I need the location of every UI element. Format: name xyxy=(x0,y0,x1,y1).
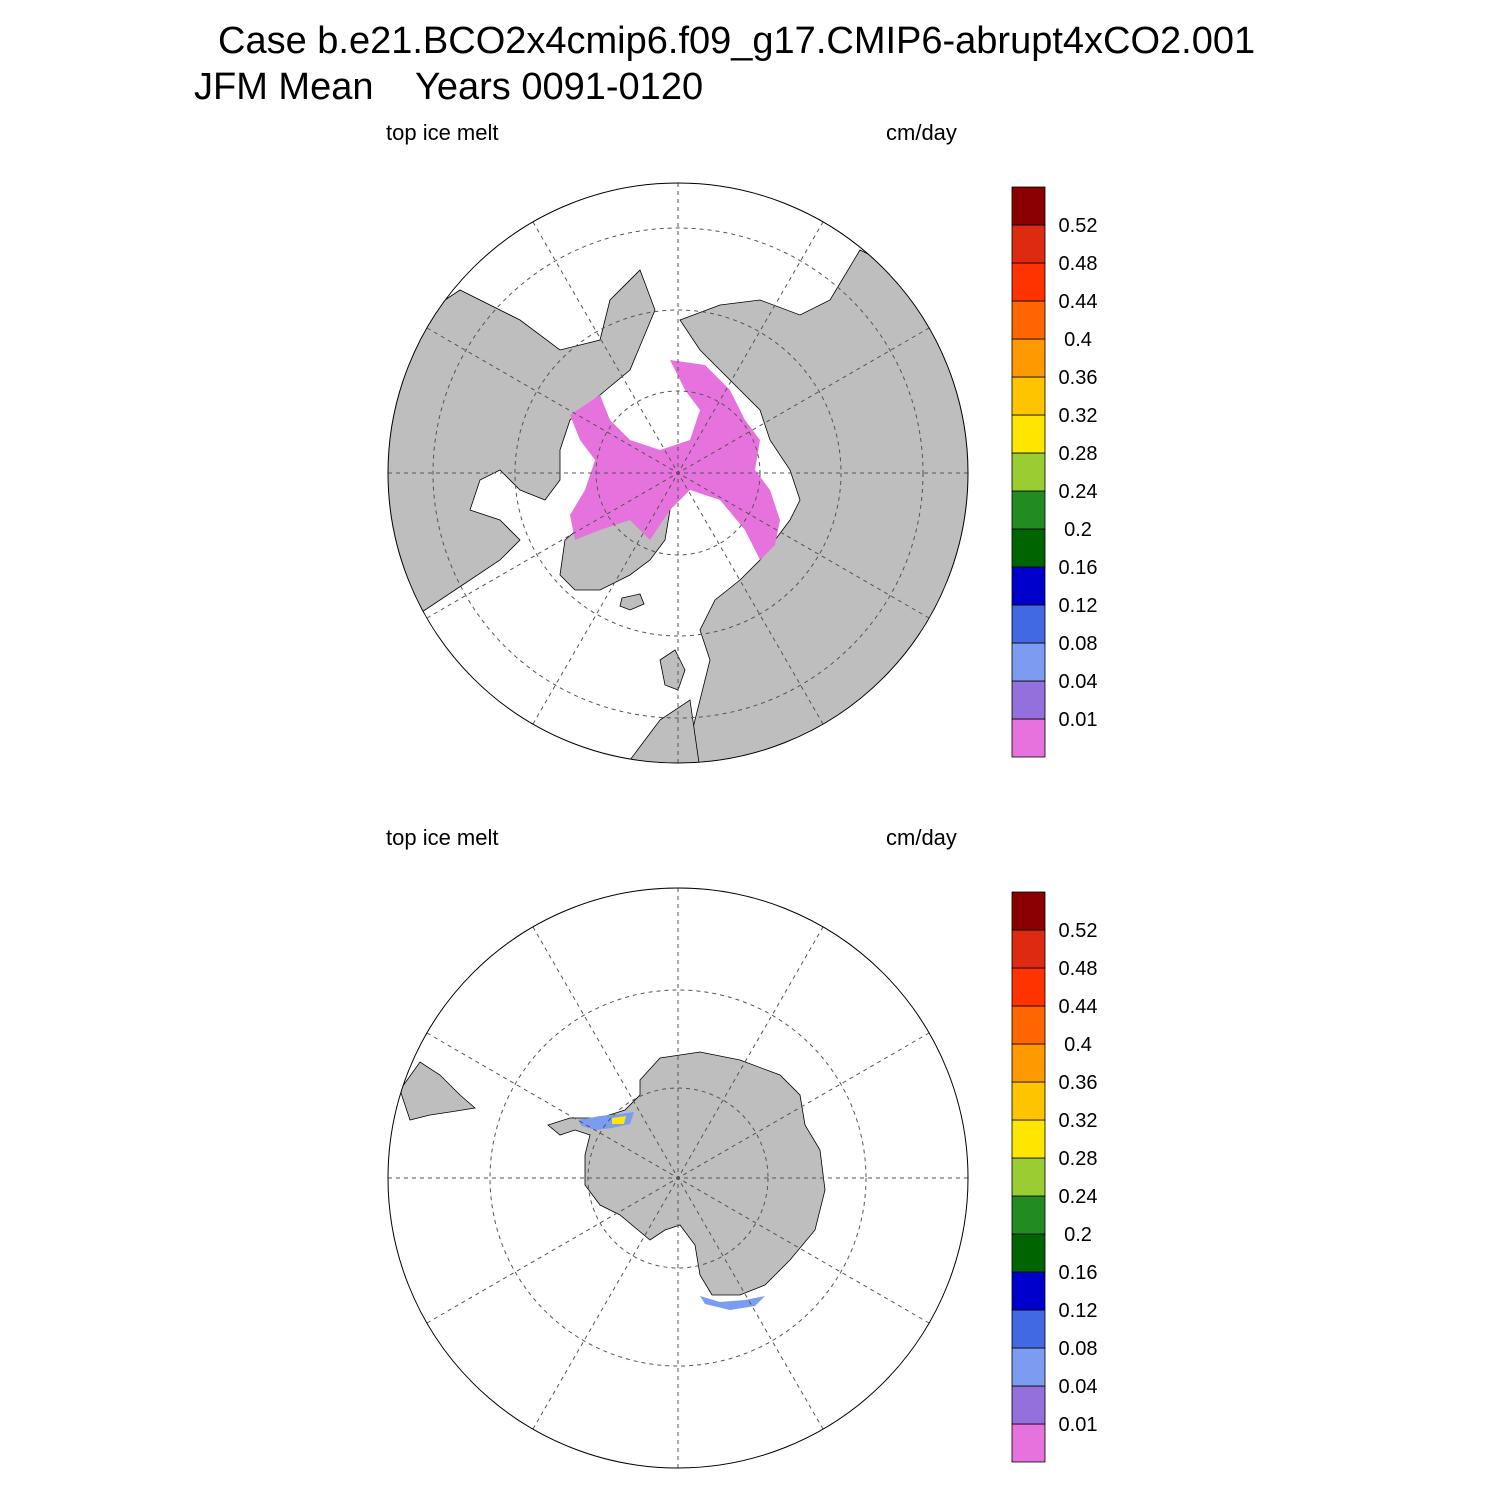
south-colorbar-box xyxy=(1011,1119,1046,1159)
north-colorbar-box xyxy=(1011,604,1046,644)
south-colorbar-box xyxy=(1011,1271,1046,1311)
south-graticule xyxy=(388,888,968,1468)
south-colorbar-tick-label: 0.12 xyxy=(1059,1300,1098,1322)
north-polar-map xyxy=(387,182,969,764)
figure-title-line-2: JFM Mean Years 0091-0120 xyxy=(194,66,704,108)
north-colorbar-box xyxy=(1011,338,1046,378)
north-graticule xyxy=(388,183,968,763)
south-colorbar-tick-label: 0.24 xyxy=(1059,1186,1098,1208)
south-colorbar-box xyxy=(1011,1081,1046,1121)
south-ice-melt-east-coast xyxy=(700,1296,765,1310)
south-colorbar-box xyxy=(1011,1157,1046,1197)
north-colorbar-box xyxy=(1011,566,1046,606)
north-colorbar-box xyxy=(1011,300,1046,340)
north-colorbar-box xyxy=(1011,262,1046,302)
south-ice-melt-peninsula-high xyxy=(612,1116,626,1124)
north-colorbar-tick-label: 0.24 xyxy=(1059,481,1098,503)
south-colorbar-tick-label: 0.04 xyxy=(1059,1376,1098,1398)
north-colorbar-box xyxy=(1011,490,1046,530)
south-colorbar-tick-label: 0.44 xyxy=(1059,996,1098,1018)
north-panel-variable-label: top ice melt xyxy=(386,120,499,145)
south-colorbar-box xyxy=(1011,1195,1046,1235)
south-colorbar-box xyxy=(1011,929,1046,969)
south-colorbar-tick-label: 0.52 xyxy=(1059,920,1098,942)
south-colorbar-tick-label: 0.2 xyxy=(1064,1224,1092,1246)
north-colorbar-tick-label: 0.12 xyxy=(1059,595,1098,617)
north-panel-units-label: cm/day xyxy=(886,120,957,145)
south-colorbar-tick-label: 0.16 xyxy=(1059,1262,1098,1284)
south-colorbar-box xyxy=(1011,1423,1046,1463)
north-colorbar-tick-label: 0.28 xyxy=(1059,443,1098,465)
south-colorbar-box xyxy=(1011,1385,1046,1425)
south-colorbar-tick-label: 0.36 xyxy=(1059,1072,1098,1094)
south-polar-map xyxy=(387,887,969,1469)
north-ice-melt-region xyxy=(570,360,780,560)
south-colorbar-box xyxy=(1011,1233,1046,1273)
north-land-british-isles xyxy=(659,649,686,691)
north-colorbar-box xyxy=(1011,680,1046,720)
north-colorbar-tick-label: 0.32 xyxy=(1059,405,1098,427)
north-colorbar-box xyxy=(1011,224,1046,264)
south-colorbar-box xyxy=(1011,967,1046,1007)
figure-title-line-1: Case b.e21.BCO2x4cmip6.f09_g17.CMIP6-abr… xyxy=(218,20,1256,62)
south-colorbar-tick-label: 0.4 xyxy=(1064,1034,1092,1056)
north-land-north-america xyxy=(388,269,656,621)
south-colorbar-box xyxy=(1011,1043,1046,1083)
north-land-europe xyxy=(629,699,701,763)
south-colorbar-box xyxy=(1011,1005,1046,1045)
north-colorbar-tick-label: 0.2 xyxy=(1064,519,1092,541)
south-colorbar-tick-label: 0.08 xyxy=(1059,1338,1098,1360)
south-land-south-america xyxy=(399,1061,476,1121)
north-colorbar-tick-label: 0.36 xyxy=(1059,367,1098,389)
north-colorbar-box xyxy=(1011,186,1046,226)
south-colorbar-tick-label: 0.48 xyxy=(1059,958,1098,980)
south-map-border xyxy=(387,887,969,1469)
north-colorbar-tick-label: 0.48 xyxy=(1059,253,1098,275)
south-colorbar-tick-label: 0.28 xyxy=(1059,1148,1098,1170)
south-colorbar: 0.01 0.04 0.08 0.12 0.16 0.2 0.24 0.28 0.32 0.36 0… xyxy=(1011,891,1098,1463)
south-colorbar-box xyxy=(1011,1347,1046,1387)
south-panel-units-label: cm/day xyxy=(886,825,957,850)
north-colorbar-tick-label: 0.04 xyxy=(1059,671,1098,693)
north-colorbar-box xyxy=(1011,452,1046,492)
north-colorbar: 0.01 0.04 0.08 0.12 0.16 0.2 0.24 0.28 0.32 0.36 0… xyxy=(1011,186,1098,758)
north-land-iceland xyxy=(619,593,645,611)
north-colorbar-box xyxy=(1011,376,1046,416)
north-colorbar-box xyxy=(1011,528,1046,568)
south-colorbar-box xyxy=(1011,1309,1046,1349)
north-colorbar-tick-label: 0.52 xyxy=(1059,215,1098,237)
south-panel-variable-label: top ice melt xyxy=(386,825,499,850)
south-colorbar-tick-label: 0.01 xyxy=(1059,1414,1098,1436)
south-ice-melt-peninsula xyxy=(578,1112,634,1130)
north-colorbar-tick-label: 0.01 xyxy=(1059,709,1098,731)
north-colorbar-box xyxy=(1011,718,1046,758)
south-colorbar-tick-label: 0.32 xyxy=(1059,1110,1098,1132)
north-colorbar-tick-label: 0.08 xyxy=(1059,633,1098,655)
north-colorbar-box xyxy=(1011,414,1046,454)
north-colorbar-tick-label: 0.16 xyxy=(1059,557,1098,579)
south-colorbar-box xyxy=(1011,891,1046,931)
north-colorbar-tick-label: 0.44 xyxy=(1059,291,1098,313)
north-colorbar-tick-label: 0.4 xyxy=(1064,329,1092,351)
north-colorbar-box xyxy=(1011,642,1046,682)
north-map-border xyxy=(387,182,969,764)
